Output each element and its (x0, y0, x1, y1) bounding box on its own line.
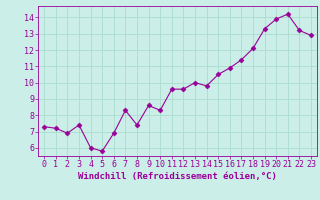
X-axis label: Windchill (Refroidissement éolien,°C): Windchill (Refroidissement éolien,°C) (78, 172, 277, 181)
